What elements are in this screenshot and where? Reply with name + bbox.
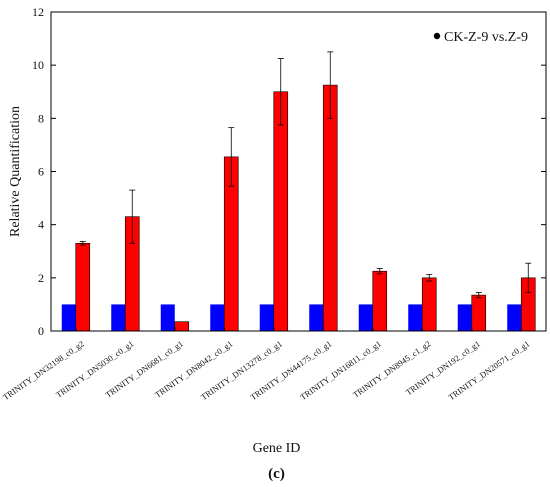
x-tick-label-4: TRINITY_DN13278_c0_g1 xyxy=(199,338,284,402)
error-bars-group xyxy=(79,51,532,299)
plot-frame xyxy=(50,11,547,332)
error-bar-5 xyxy=(327,51,334,119)
bar-series1-8 xyxy=(457,304,472,331)
bars-group xyxy=(61,84,536,332)
x-tick-label-9: TRINITY_DN20571_c0_g1 xyxy=(446,338,531,402)
y-axis-ticks: 0 2 4 6 8 10 12 xyxy=(32,5,546,338)
bar-series2-5 xyxy=(322,84,338,332)
y-tick-label-0: 0 xyxy=(38,324,44,338)
bar-series1-5 xyxy=(309,304,324,331)
y-tick-label-3: 6 xyxy=(38,165,44,179)
y-tick-label-5: 10 xyxy=(32,58,44,72)
bar-series2-0 xyxy=(75,242,91,332)
bar-series1-2 xyxy=(160,304,175,331)
x-axis-tick-labels: TRINITY_DN32198_c0_g2TRINITY_DN5030_c0_g… xyxy=(1,327,531,402)
x-tick-label-0: TRINITY_DN32198_c0_g2 xyxy=(1,338,86,402)
bar-series1-9 xyxy=(507,304,522,331)
bar-series1-1 xyxy=(111,304,126,331)
x-axis-label: Gene ID xyxy=(253,441,301,456)
error-bar-7 xyxy=(426,274,433,282)
bar-series1-0 xyxy=(61,304,76,331)
legend-label: CK-Z-9 vs.Z-9 xyxy=(444,30,528,45)
y-tick-label-4: 8 xyxy=(38,111,44,125)
y-axis-label: Relative Quantification xyxy=(8,106,23,237)
x-tick-label-6: TRINITY_DN16811_c0_g1 xyxy=(298,338,383,402)
error-bar-9 xyxy=(525,262,532,293)
bar-series1-6 xyxy=(358,304,373,331)
legend-marker-icon xyxy=(433,32,441,40)
legend: CK-Z-9 vs.Z-9 xyxy=(433,30,528,45)
bar-series1-3 xyxy=(210,304,225,331)
error-bar-3 xyxy=(228,127,235,187)
error-bar-8 xyxy=(475,292,482,299)
y-tick-label-1: 2 xyxy=(38,271,44,285)
error-bar-1 xyxy=(129,189,136,244)
bar-series2-6 xyxy=(372,270,388,332)
bar-series1-7 xyxy=(408,304,423,331)
error-bar-0 xyxy=(79,241,86,246)
error-bar-4 xyxy=(277,58,284,126)
bar-series2-8 xyxy=(471,294,487,332)
bar-series2-7 xyxy=(421,277,437,332)
y-tick-label-6: 12 xyxy=(32,5,44,19)
x-tick-label-5: TRINITY_DN44175_c0_g1 xyxy=(248,338,333,402)
bar-series2-2 xyxy=(174,321,190,332)
panel-label: (c) xyxy=(268,466,285,482)
bar-series2-4 xyxy=(273,91,289,332)
error-bar-6 xyxy=(376,268,383,275)
bar-series1-4 xyxy=(259,304,274,331)
y-tick-label-2: 4 xyxy=(38,218,44,232)
